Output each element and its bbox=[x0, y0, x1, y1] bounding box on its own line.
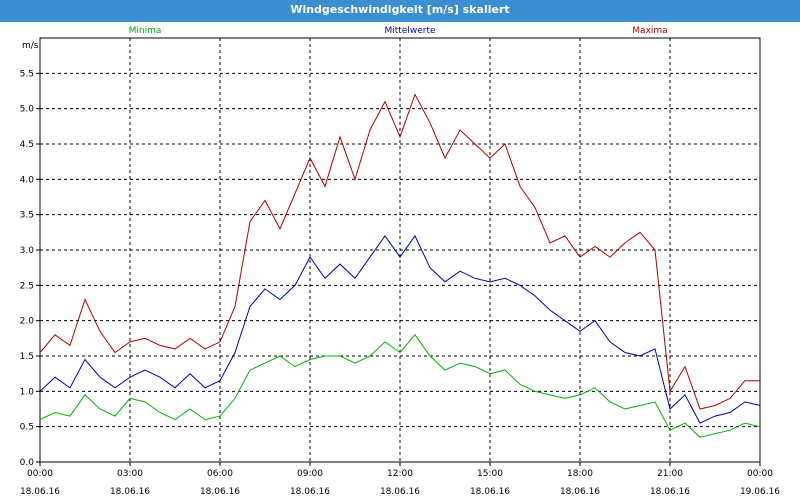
window-title: Windgeschwindigkeit [m/s] skaliert bbox=[0, 0, 800, 22]
x-tick-time: 09:00 bbox=[297, 469, 323, 479]
series-lines bbox=[39, 93, 761, 438]
x-tick-date: 18.06.16 bbox=[200, 487, 240, 497]
series-line-mittelwerte bbox=[39, 234, 761, 424]
y-tick-label: 4.0 bbox=[20, 175, 35, 185]
x-tick-date: 18.06.16 bbox=[290, 487, 330, 497]
x-tick-date: 18.06.16 bbox=[650, 487, 690, 497]
legend-entry: Minima bbox=[129, 26, 162, 36]
y-tick-label: 1.5 bbox=[20, 352, 34, 362]
x-axis-ticks: 00:00 18.06.16 03:00 18.06.16 06:00 18.06.16 0… bbox=[20, 462, 780, 497]
y-tick-label: 1.0 bbox=[20, 387, 35, 397]
legend-entry: Maxima bbox=[632, 26, 667, 36]
x-tick-time: 06:00 bbox=[207, 469, 233, 479]
y-tick-label: 2.0 bbox=[20, 317, 35, 327]
x-tick-time: 00:00 bbox=[27, 469, 53, 479]
y-tick-label: 0.5 bbox=[20, 423, 34, 433]
x-tick-time: 18:00 bbox=[567, 469, 593, 479]
y-tick-label: 5.0 bbox=[20, 105, 35, 115]
y-tick-label: 3.0 bbox=[20, 246, 35, 256]
series-line-minima bbox=[39, 333, 761, 438]
y-tick-label: 4.5 bbox=[20, 140, 34, 150]
legend-entry: Mittelwerte bbox=[384, 26, 435, 36]
x-tick-date: 18.06.16 bbox=[380, 487, 420, 497]
x-tick-time: 21:00 bbox=[657, 469, 683, 479]
y-tick-label: 0.0 bbox=[20, 458, 35, 468]
y-axis-label: m/s bbox=[22, 41, 39, 51]
x-tick-time: 03:00 bbox=[117, 469, 143, 479]
y-tick-label: 3.5 bbox=[20, 211, 34, 221]
y-axis-ticks: 0.0 0.5 1.0 1.5 2.0 2.5 3.0 3.5 4.0 4.5 5.0 5.5 bbox=[20, 69, 40, 468]
x-tick-time: 12:00 bbox=[387, 469, 413, 479]
y-tick-label: 2.5 bbox=[20, 281, 34, 291]
x-tick-date: 18.06.16 bbox=[560, 487, 600, 497]
x-tick-date: 18.06.16 bbox=[110, 487, 150, 497]
x-tick-time: 00:00 bbox=[747, 469, 773, 479]
x-tick-time: 15:00 bbox=[477, 469, 503, 479]
x-tick-date: 18.06.16 bbox=[470, 487, 510, 497]
y-tick-label: 5.5 bbox=[20, 69, 34, 79]
grid-lines bbox=[40, 38, 760, 462]
legend: Minima Mittelwerte Maxima bbox=[129, 26, 668, 36]
series-line-maxima bbox=[39, 93, 760, 410]
x-tick-date: 19.06.16 bbox=[740, 487, 780, 497]
x-tick-date: 18.06.16 bbox=[20, 487, 60, 497]
